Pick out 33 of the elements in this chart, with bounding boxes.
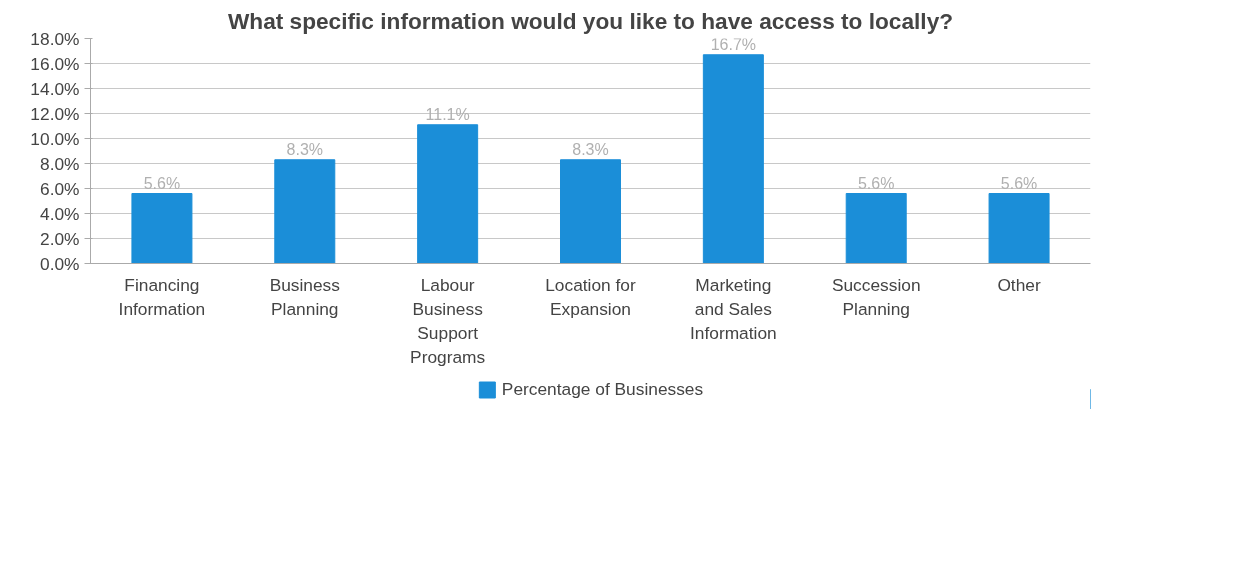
data-label: 5.6% — [143, 174, 181, 192]
y-tick-label: 14.0% — [30, 78, 80, 99]
y-tick-label: 2.0% — [40, 228, 80, 249]
data-label: 11.1% — [425, 105, 470, 123]
bar — [131, 193, 193, 264]
x-tick-label: Other — [997, 274, 1041, 295]
data-label: 5.6% — [1000, 174, 1038, 192]
legend-label: Percentage of Businesses — [501, 378, 704, 400]
bar — [988, 193, 1050, 264]
y-tick-label: 6.0% — [40, 178, 80, 199]
bar — [702, 54, 764, 264]
x-tick-label: Succession Planning — [831, 274, 921, 319]
y-tick-label: 18.0% — [30, 28, 80, 49]
x-tick-label: Marketing and Sales Information — [690, 274, 777, 343]
data-label: 16.7% — [710, 35, 757, 53]
y-tick-label: 16.0% — [30, 53, 80, 74]
bar — [417, 124, 479, 264]
bar — [845, 193, 907, 264]
x-tick-label: Financing Information — [118, 274, 206, 319]
data-label: 8.3% — [286, 140, 324, 158]
x-tick-label: Business Planning — [269, 274, 341, 319]
bar — [274, 159, 336, 264]
y-tick-label: 12.0% — [30, 103, 80, 124]
data-label: 5.6% — [857, 174, 895, 192]
x-tick-label: Location for Expansion — [545, 274, 636, 319]
x-tick-label: Labour Business Support Programs — [410, 274, 486, 367]
bar — [560, 159, 621, 264]
data-label: 8.3% — [572, 140, 609, 158]
y-tick-label: 10.0% — [30, 128, 80, 149]
y-tick-label: 4.0% — [40, 203, 80, 224]
y-tick-label: 0.0% — [40, 253, 80, 274]
chart-title: What specific information would you like to have access to locally? — [227, 7, 954, 34]
y-tick-label: 8.0% — [40, 153, 80, 174]
